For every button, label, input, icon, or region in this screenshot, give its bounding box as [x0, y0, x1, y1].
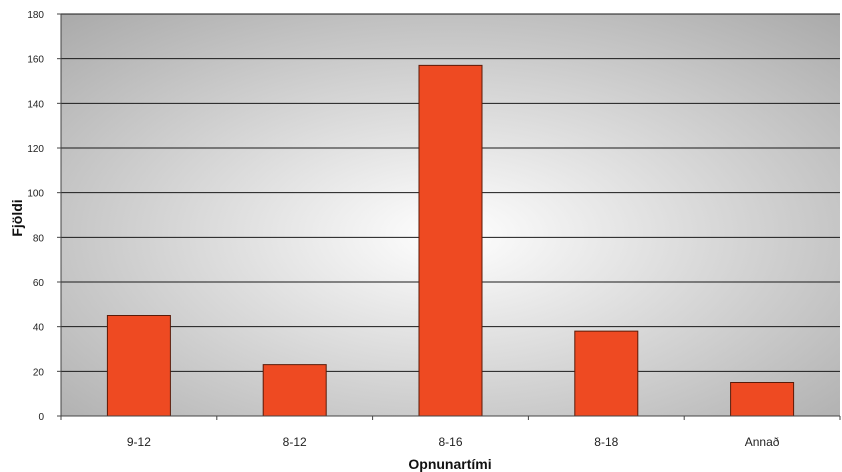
bar-9-12 — [106, 315, 171, 417]
x-axis-title: Opnunartími — [408, 456, 491, 472]
y-tick-labels: 0 20 40 60 80 100 120 140 160 180 — [27, 10, 61, 423]
x-tick-label: 9-12 — [127, 435, 151, 449]
x-tick-label: Annað — [745, 435, 780, 449]
bars — [106, 64, 795, 417]
y-tick-label: 60 — [33, 278, 45, 289]
y-tick-label: 100 — [27, 189, 44, 200]
y-tick-label: 20 — [33, 367, 45, 378]
y-tick-label: 80 — [33, 233, 45, 244]
y-tick-label: 140 — [27, 99, 44, 110]
x-tick-label: 8-18 — [594, 435, 618, 449]
y-tick-label: 160 — [27, 55, 44, 66]
bar-8-18 — [574, 330, 639, 417]
bar-8-16 — [418, 64, 483, 417]
bar-Annað — [730, 382, 795, 417]
x-tick-labels: 9-12 8-12 8-16 8-18 Annað — [60, 416, 841, 449]
x-tick-label: 8-12 — [283, 435, 307, 449]
y-tick-label: 40 — [33, 323, 45, 334]
x-tick-label: 8-16 — [438, 435, 462, 449]
y-axis-title: Fjöldi — [9, 199, 25, 236]
y-tick-label: 180 — [27, 10, 44, 21]
y-tick-label: 120 — [27, 144, 44, 155]
bar-8-12 — [262, 364, 327, 417]
y-tick-label: 0 — [38, 412, 44, 423]
